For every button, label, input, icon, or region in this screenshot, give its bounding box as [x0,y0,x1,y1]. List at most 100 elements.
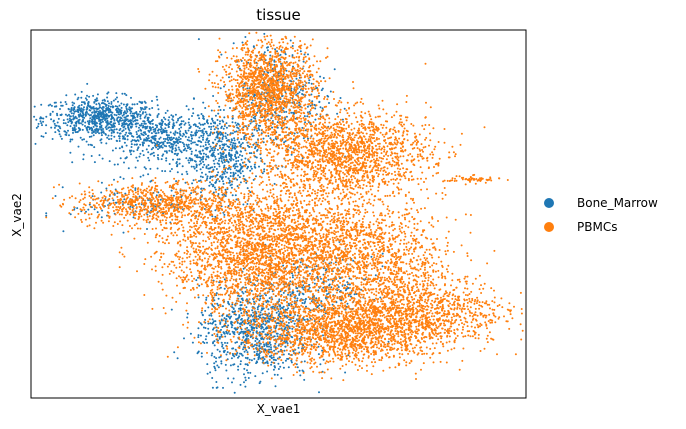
data-point-pbmcs [428,144,430,147]
data-point-bone-marrow [259,380,262,383]
data-point-bone-marrow [73,102,76,105]
data-point-bone-marrow [289,293,292,296]
data-point-bone-marrow [168,144,171,147]
data-point-bone-marrow [223,159,226,162]
data-point-bone-marrow [141,149,144,152]
data-point-bone-marrow [220,148,223,151]
data-point-pbmcs [198,70,201,73]
data-point-bone-marrow [262,307,265,310]
data-point-bone-marrow [168,141,171,144]
data-point-bone-marrow [197,156,199,159]
data-point-pbmcs [254,99,256,102]
data-point-bone-marrow [237,174,240,177]
data-point-bone-marrow [69,151,72,154]
data-point-bone-marrow [205,132,208,135]
data-point-bone-marrow [180,120,183,123]
data-point-bone-marrow [174,152,177,155]
data-point-bone-marrow [113,118,116,121]
data-point-bone-marrow [286,324,289,327]
data-point-pbmcs [252,113,255,116]
data-point-pbmcs [309,70,312,73]
data-point-pbmcs [286,82,289,85]
data-point-bone-marrow [189,147,192,150]
data-point-pbmcs [251,51,254,54]
data-point-pbmcs [281,121,284,124]
data-point-bone-marrow [232,175,235,178]
data-point-pbmcs [224,90,227,93]
data-point-bone-marrow [244,379,247,382]
data-point-bone-marrow [220,153,223,155]
data-point-bone-marrow [217,127,220,130]
data-point-bone-marrow [88,123,91,126]
data-point-bone-marrow [123,161,125,164]
data-point-pbmcs [278,134,280,136]
data-point-bone-marrow [216,124,219,127]
data-point-bone-marrow [122,137,125,140]
data-point-bone-marrow [239,331,242,334]
data-point-bone-marrow [127,120,130,123]
data-point-pbmcs [232,125,235,128]
data-point-bone-marrow [222,386,224,389]
data-point-pbmcs [242,103,245,106]
data-point-pbmcs [280,90,283,93]
data-point-pbmcs [322,108,325,111]
data-point-bone-marrow [155,132,158,135]
data-point-pbmcs [267,110,270,113]
data-point-bone-marrow [185,143,188,146]
data-point-bone-marrow [259,297,262,300]
data-point-pbmcs [283,105,286,108]
data-point-pbmcs [260,39,263,42]
data-point-bone-marrow [96,211,99,214]
data-point-bone-marrow [124,127,127,130]
data-point-bone-marrow [82,113,85,116]
data-point-bone-marrow [91,195,94,198]
data-point-bone-marrow [192,165,195,168]
data-point-pbmcs [280,65,282,68]
data-point-bone-marrow [83,101,86,104]
data-point-bone-marrow [119,110,122,113]
data-point-pbmcs [233,96,235,99]
data-point-pbmcs [252,49,255,52]
data-point-pbmcs [230,97,233,100]
data-point-pbmcs [281,62,284,65]
data-point-bone-marrow [176,139,179,142]
data-point-pbmcs [270,38,273,41]
data-point-bone-marrow [250,165,252,168]
data-point-pbmcs [307,87,310,90]
data-point-pbmcs [313,95,316,98]
data-point-bone-marrow [173,124,176,127]
data-point-bone-marrow [201,129,204,132]
data-point-bone-marrow [162,128,165,131]
data-point-bone-marrow [219,109,222,111]
data-point-bone-marrow [93,161,96,164]
data-point-bone-marrow [126,114,129,117]
data-point-bone-marrow [200,191,202,194]
data-point-pbmcs [247,68,250,71]
data-point-bone-marrow [201,176,204,179]
data-point-bone-marrow [253,357,256,360]
data-point-bone-marrow [104,117,107,120]
data-point-bone-marrow [260,309,263,312]
data-point-bone-marrow [279,308,282,310]
data-point-bone-marrow [232,164,235,167]
data-point-bone-marrow [240,138,243,141]
data-point-bone-marrow [236,165,239,168]
data-point-bone-marrow [215,360,217,363]
data-point-pbmcs [236,79,239,81]
data-point-pbmcs [267,127,270,130]
data-point-bone-marrow [130,125,132,128]
data-point-bone-marrow [274,342,277,345]
data-point-bone-marrow [222,180,224,183]
data-point-bone-marrow [88,203,91,206]
data-point-pbmcs [315,114,317,116]
data-point-bone-marrow [296,297,299,300]
data-point-bone-marrow [94,118,96,121]
data-point-pbmcs [279,96,282,99]
data-point-bone-marrow [379,296,382,299]
data-point-bone-marrow [295,77,298,80]
data-point-pbmcs [304,51,307,54]
data-point-bone-marrow [232,42,235,45]
data-point-bone-marrow [217,153,220,155]
data-point-bone-marrow [215,386,218,389]
data-point-bone-marrow [301,286,304,289]
